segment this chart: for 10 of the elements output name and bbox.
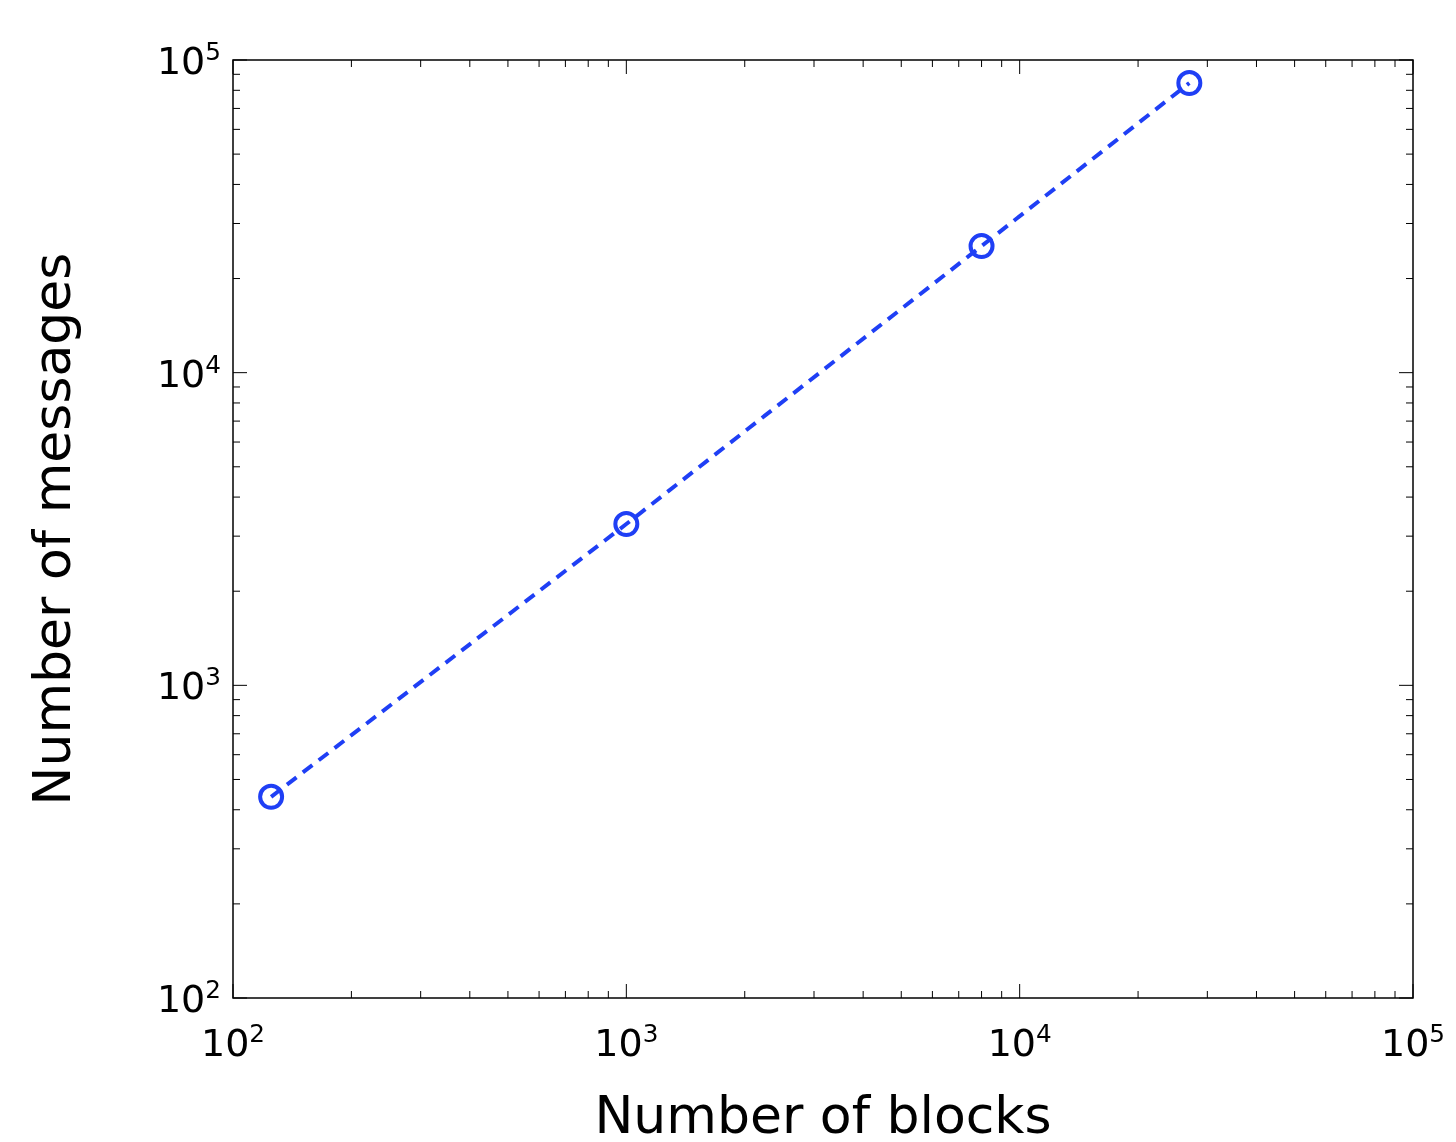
x-tick-label: 10$^{2}$ [200, 1018, 266, 1065]
y-axis-title: Number of messages [22, 252, 82, 806]
y-tick-label: 10$^{4}$ [156, 349, 221, 396]
x-tick-label: 10$^{4}$ [987, 1018, 1052, 1065]
x-tick-label: 10$^{3}$ [594, 1018, 659, 1065]
x-tick-label: 10$^{5}$ [1380, 1018, 1446, 1065]
x-axis-title: Number of blocks [594, 1085, 1052, 1142]
y-tick-label: 10$^{5}$ [156, 36, 221, 83]
y-tick-label: 10$^{3}$ [156, 661, 221, 709]
y-tick-label: 10$^{2}$ [156, 974, 221, 1021]
